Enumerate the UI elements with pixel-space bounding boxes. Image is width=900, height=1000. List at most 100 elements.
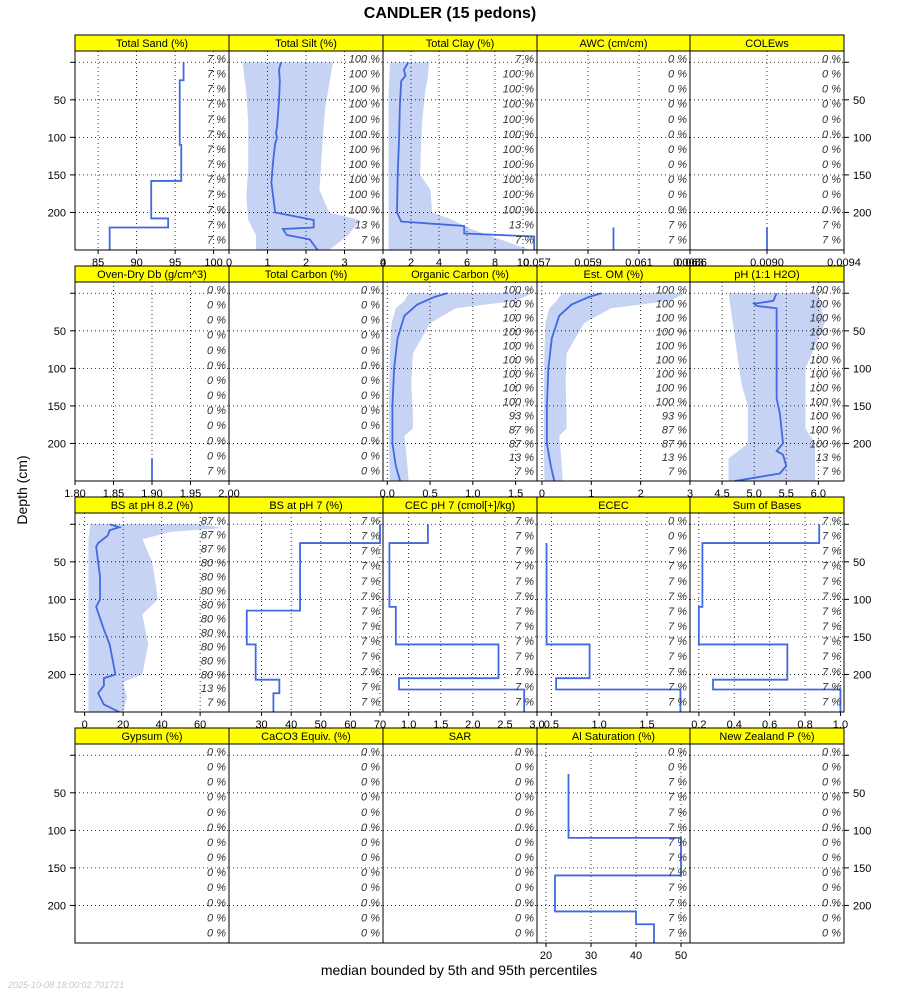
pct-label: 80 % [201,557,226,569]
plot-frame [689,50,845,251]
pct-label: 13 % [355,219,380,231]
pct-label: 0 % [515,927,534,939]
pct-label: 7 % [361,516,380,528]
pct-label: 7 % [207,697,226,709]
x-tick-label: 0 [82,719,88,731]
pct-label: 100 % [810,382,841,394]
pct-label: 0 % [361,465,380,477]
x-tick-label: 4 [380,257,386,269]
pct-label: 0 % [668,99,687,111]
pct-label: 0 % [361,852,380,864]
pct-label: 0 % [361,747,380,759]
y-tick-label: 100 [853,363,871,375]
plot-area [537,744,690,943]
pct-label: 0 % [361,762,380,774]
pct-label: 0 % [515,777,534,789]
pct-label: 100 % [810,438,841,450]
pct-label: 7 % [822,681,841,693]
y-tick-label: 100 [48,132,66,144]
pct-label: 0 % [515,807,534,819]
pct-label: 7 % [668,927,687,939]
pct-label: 0 % [822,747,841,759]
y-tick-label: 50 [853,557,865,569]
median-line [545,292,602,482]
y-tick-label: 200 [853,900,871,912]
pct-label: 7 % [822,466,841,478]
y-tick-label: 200 [48,669,66,681]
pct-label: 100 % [503,84,534,96]
pct-label: 0 % [515,897,534,909]
y-tick-label: 200 [853,669,871,681]
x-tick-label: 0 [539,488,545,500]
pct-label: 0 % [207,285,226,297]
pct-label: 7 % [822,219,841,231]
pct-label: 0 % [207,792,226,804]
pct-label: 0 % [668,762,687,774]
pct-label: 0 % [668,174,687,186]
pct-label: 80 % [201,585,226,597]
panel-title: SAR [449,731,472,743]
pct-label: 7 % [668,882,687,894]
panel: CaCO3 Equiv. (%) 0 % 0 % 0 % 0 % 0 % 0 % 0 % 0 %… [228,727,384,944]
pct-label: 7 % [668,606,687,618]
x-tick-label: 2 [408,257,414,269]
percentile-band [242,62,360,250]
pct-label: 100 % [349,99,380,111]
pct-label: 100 % [349,144,380,156]
pct-label: 0 % [822,204,841,216]
pct-label: 7 % [207,174,226,186]
y-tick-label: 200 [48,438,66,450]
panel-title: New Zealand P (%) [719,731,814,743]
y-tick-label: 100 [853,132,871,144]
x-tick-label: 40 [630,950,642,962]
pct-label: 0 % [361,360,380,372]
x-tick-label: 2 [638,488,644,500]
pct-label: 13 % [662,452,687,464]
y-tick-label: 50 [853,95,865,107]
pct-label: 100 % [349,84,380,96]
x-tick-label: 4 [436,257,442,269]
pct-label: 7 % [515,466,534,478]
pct-label: 7 % [361,531,380,543]
pct-label: 0 % [207,822,226,834]
panel: BS at pH 7 (%)30 40 50 60 707 %7 %7 %7 %7 %7… [228,496,386,731]
pct-label: 7 % [822,591,841,603]
pct-label: 7 % [668,234,687,246]
pct-label: 100 % [810,354,841,366]
pct-label: 100 % [810,285,841,297]
pct-label: 80 % [201,641,226,653]
pct-label: 7 % [668,822,687,834]
pct-label: 0 % [668,747,687,759]
pct-label: 7 % [515,546,534,558]
median-line [734,292,788,482]
y-tick-label: 150 [853,632,871,644]
x-tick-label: 0 [380,257,386,269]
pct-label: 87 % [201,516,226,528]
pct-label: 7 % [515,696,534,708]
pct-label: 0 % [361,375,380,387]
pct-label: 7 % [515,591,534,603]
pct-label: 7 % [207,84,226,96]
pct-label: 7 % [515,666,534,678]
y-tick-label: 150 [853,170,871,182]
pct-label: 100 % [503,285,534,297]
pct-label: 80 % [201,571,226,583]
pct-label: 7 % [668,867,687,879]
pct-label: 100 % [503,340,534,352]
percentile-band [88,524,224,712]
panel: SAR 0 % 0 % 0 % 0 % 0 % 0 % 0 % 0 % 0 % 0 % 0 % 0 % 0… [382,727,538,944]
pct-label: 0 % [822,159,841,171]
y-tick-label: 150 [853,401,871,413]
pct-label: 93 % [509,410,534,422]
pct-label: 13 % [509,219,534,231]
pct-label: 13 % [509,452,534,464]
plot-area [229,513,383,712]
pct-label: 7 % [207,219,226,231]
pct-label: 80 % [201,613,226,625]
pct-label: 7 % [361,561,380,573]
pct-label: 100 % [349,114,380,126]
